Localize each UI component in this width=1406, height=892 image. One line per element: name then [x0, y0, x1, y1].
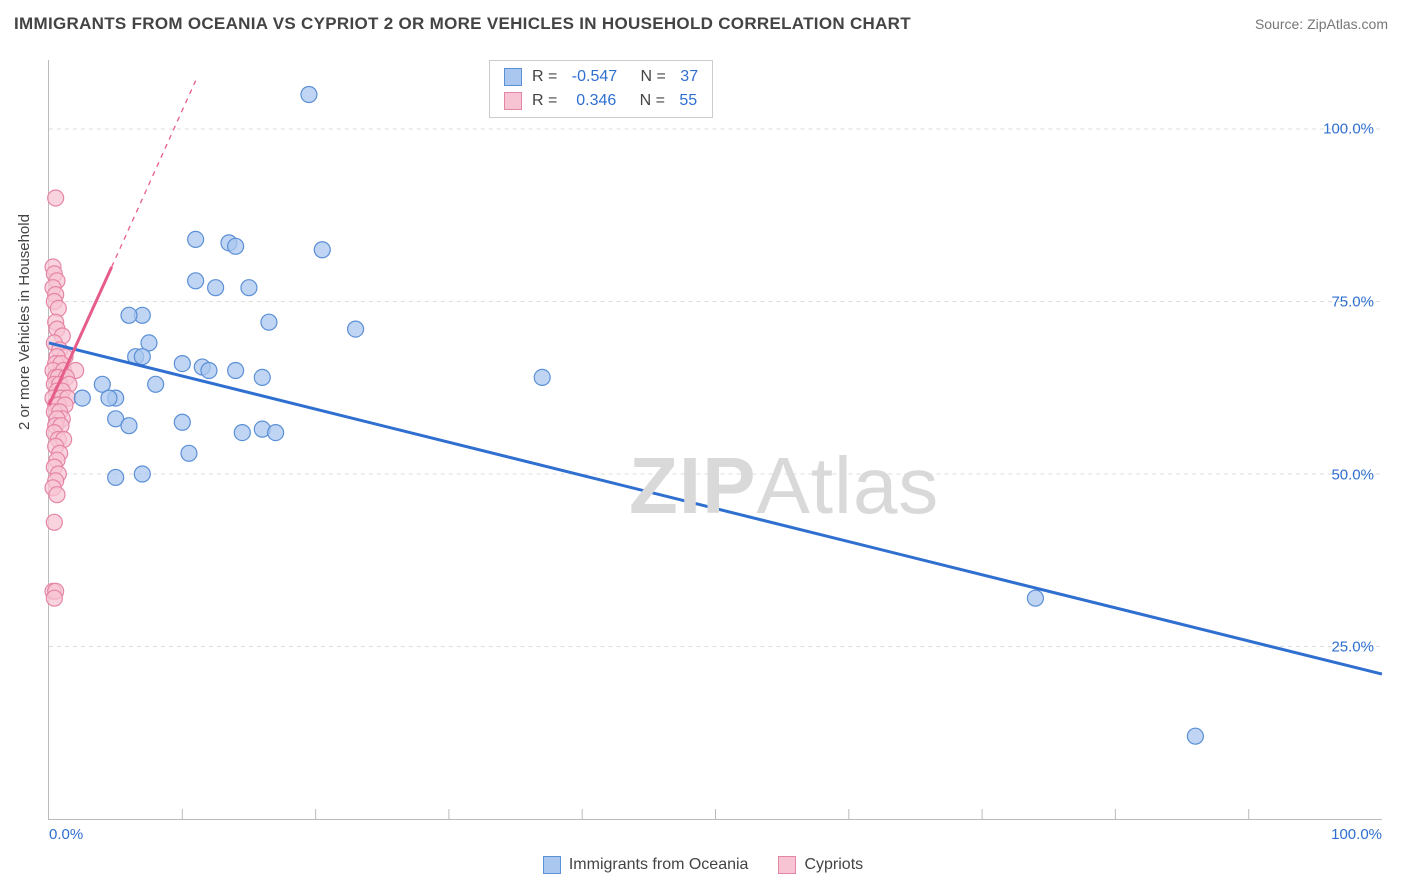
n-value: 55 — [679, 89, 697, 113]
square-icon — [778, 856, 796, 874]
legend-label: Immigrants from Oceania — [569, 856, 749, 874]
x-tick-label-left: 0.0% — [49, 826, 83, 843]
stats-row-pink: R = 0.346 N = 55 — [504, 89, 698, 113]
page: IMMIGRANTS FROM OCEANIA VS CYPRIOT 2 OR … — [0, 0, 1406, 892]
source-label: Source: ZipAtlas.com — [1255, 16, 1388, 32]
y-tick-label: 50.0% — [1331, 466, 1374, 483]
n-label: N = — [626, 89, 669, 113]
legend-label: Cypriots — [804, 856, 863, 874]
y-axis-label: 2 or more Vehicles in Household — [16, 214, 33, 430]
square-icon — [543, 856, 561, 874]
r-value: 0.346 — [572, 89, 616, 113]
square-icon — [504, 92, 522, 110]
legend-item-blue: Immigrants from Oceania — [543, 856, 749, 874]
n-label: N = — [627, 65, 670, 89]
square-icon — [504, 68, 522, 86]
n-value: 37 — [680, 65, 698, 89]
r-value: -0.547 — [572, 65, 617, 89]
x-tick-label-right: 100.0% — [1331, 826, 1382, 843]
plot-svg — [49, 60, 1382, 819]
chart-title: IMMIGRANTS FROM OCEANIA VS CYPRIOT 2 OR … — [14, 14, 911, 34]
stats-row-blue: R = -0.547 N = 37 — [504, 65, 698, 89]
y-tick-label: 100.0% — [1323, 121, 1374, 138]
bottom-legend: Immigrants from Oceania Cypriots — [0, 856, 1406, 874]
y-tick-label: 75.0% — [1331, 293, 1374, 310]
r-label: R = — [532, 65, 562, 89]
scatter-chart: ZIPAtlas R = -0.547 N = 37 R = 0.346 N =… — [48, 60, 1382, 820]
r-label: R = — [532, 89, 562, 113]
legend-item-pink: Cypriots — [778, 856, 863, 874]
y-tick-label: 25.0% — [1331, 639, 1374, 656]
correlation-stats-box: R = -0.547 N = 37 R = 0.346 N = 55 — [489, 60, 713, 118]
